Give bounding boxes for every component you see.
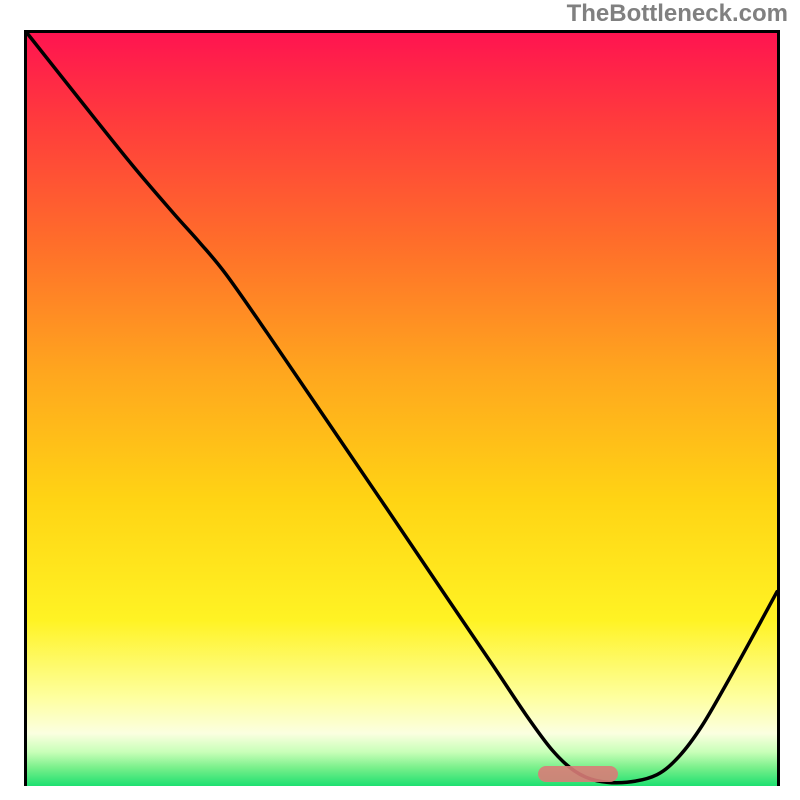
chart-container: TheBottleneck.com <box>0 0 800 800</box>
plot-border <box>24 30 780 786</box>
